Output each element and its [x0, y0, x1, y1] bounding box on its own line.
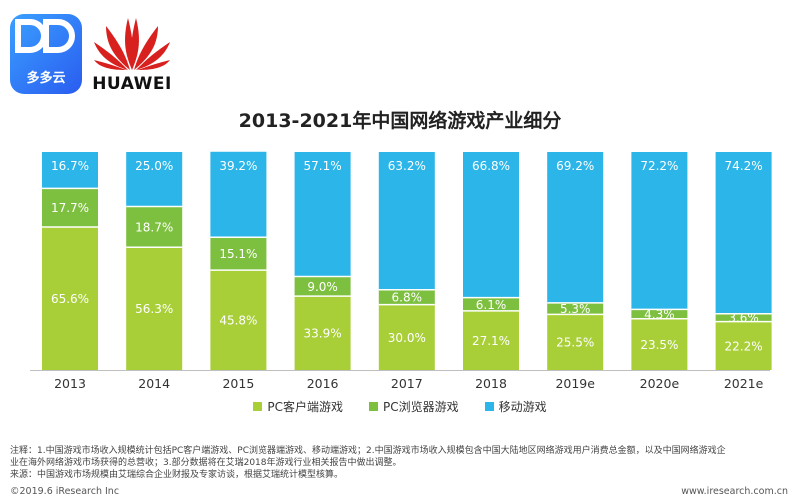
note-line-2: 业在海外网络游戏市场获得的总营收；3.部分数据将在艾瑞2018年游戏行业相关报告… [10, 458, 402, 468]
stacked-bar-chart: 65.6% 17.7% 16.7% 2013 56.3% 18.7% 25.0% 2014 45… [30, 151, 772, 391]
x-tick-label-2021e: 2021e [724, 376, 764, 391]
x-tick-label-2014: 2014 [138, 376, 170, 391]
bar-pc_client-2015 [210, 270, 267, 370]
website-url: www.iresearch.com.cn [681, 486, 788, 497]
bar-pc_browser-2020e [631, 309, 688, 319]
note-source: 来源：中国游戏市场规模由艾瑞综合企业财报及专家访谈，根据艾瑞统计模型核算。 [10, 470, 344, 480]
legend-item-pc-client: PC客户端游戏 [253, 397, 343, 415]
data-label-mobile-2021e: 74.2% [725, 159, 763, 173]
bar-mobile-2019e [547, 152, 604, 303]
legend-swatch-mobile [484, 401, 494, 411]
x-tick-label-2020e: 2020e [640, 376, 680, 391]
data-label-pc_browser-2015: 15.1% [219, 247, 257, 261]
bar-mobile-2021e [715, 152, 772, 314]
legend-item-pc-browser: PC浏览器游戏 [368, 397, 459, 415]
data-label-pc_client-2016: 33.9% [304, 327, 342, 341]
data-label-pc_client-2019e: 25.5% [556, 336, 594, 350]
bar-pc_browser-2017 [378, 289, 435, 305]
data-label-pc_browser-2017: 6.8% [392, 291, 423, 305]
data-label-pc_browser-2013: 17.7% [51, 201, 89, 215]
legend-swatch-pc-browser [368, 401, 378, 411]
duoduoyun-logo: 多多云 [10, 14, 82, 94]
data-label-mobile-2019e: 69.2% [556, 159, 594, 173]
x-tick-label-2019e: 2019e [555, 376, 595, 391]
bar-pc_client-2018 [463, 310, 519, 370]
bar-pc_browser-2021e [715, 313, 772, 322]
data-label-mobile-2017: 63.2% [388, 159, 426, 173]
bar-pc_browser-2014 [126, 206, 183, 248]
data-label-mobile-2013: 16.7% [51, 159, 89, 173]
legend-item-mobile: 移动游戏 [484, 397, 547, 415]
huawei-logo: HUAWEI [92, 12, 172, 96]
chart-title: 2013-2021年中国网络游戏产业细分 [238, 110, 562, 132]
huawei-label: HUAWEI [92, 74, 172, 94]
chart-legend: PC客户端游戏 PC浏览器游戏 移动游戏 [0, 397, 800, 415]
legend-label-pc-client: PC客户端游戏 [267, 399, 343, 414]
bar-pc_browser-2013 [42, 188, 98, 227]
note-line-1: 注释：1.中国游戏市场收入规模统计包括PC客户端游戏、PC浏览器端游戏、移动端游… [10, 446, 726, 456]
data-label-pc_browser-2014: 18.7% [135, 220, 173, 234]
bar-pc_browser-2016 [294, 276, 351, 297]
bar-mobile-2014 [126, 152, 183, 207]
data-label-mobile-2016: 57.1% [304, 159, 342, 173]
bar-mobile-2017 [378, 152, 435, 290]
data-label-mobile-2018: 66.8% [472, 159, 510, 173]
data-label-pc_browser-2016: 9.0% [307, 280, 338, 294]
data-label-pc_browser-2019e: 5.3% [560, 302, 591, 316]
bar-pc_client-2017 [378, 304, 435, 370]
legend-label-mobile: 移动游戏 [498, 399, 547, 414]
x-tick-label-2017: 2017 [391, 376, 423, 391]
bar-pc_browser-2019e [547, 302, 604, 315]
x-tick-label-2018: 2018 [475, 376, 507, 391]
bar-pc_client-2016 [294, 296, 351, 370]
data-label-pc_browser-2018: 6.1% [476, 298, 507, 312]
bar-mobile-2020e [631, 152, 688, 310]
data-label-pc_client-2021e: 22.2% [725, 339, 763, 353]
bar-pc_client-2014 [126, 247, 183, 370]
data-label-mobile-2015: 39.2% [219, 159, 257, 173]
data-label-mobile-2014: 25.0% [135, 159, 173, 173]
x-tick-label-2015: 2015 [222, 376, 254, 391]
chart-notes: 注释：1.中国游戏市场收入规模统计包括PC客户端游戏、PC浏览器端游戏、移动端游… [10, 445, 792, 481]
legend-swatch-pc-client [253, 401, 263, 411]
bar-pc_client-2020e [631, 318, 688, 370]
bar-pc_client-2019e [547, 314, 604, 370]
bar-pc_browser-2018 [463, 297, 519, 311]
data-label-pc_client-2013: 65.6% [51, 292, 89, 306]
data-label-pc_client-2015: 45.8% [219, 314, 257, 328]
bar-pc_client-2013 [42, 226, 98, 370]
data-label-pc_client-2014: 56.3% [135, 302, 173, 316]
bar-mobile-2013 [42, 152, 98, 189]
bar-mobile-2016 [294, 152, 351, 277]
bar-mobile-2015 [210, 151, 267, 238]
copyright: ©2019.6 iResearch Inc [10, 486, 120, 497]
bar-pc_client-2021e [715, 321, 772, 370]
data-label-pc_client-2018: 27.1% [472, 334, 510, 348]
x-tick-label-2016: 2016 [307, 376, 339, 391]
huawei-petal-icon [94, 18, 170, 70]
dd-logo-icon [15, 19, 75, 53]
bar-pc_browser-2015 [210, 237, 267, 271]
bar-mobile-2018 [463, 152, 519, 298]
data-label-pc_client-2020e: 23.5% [640, 338, 678, 352]
data-label-mobile-2020e: 72.2% [640, 159, 678, 173]
legend-label-pc-browser: PC浏览器游戏 [382, 399, 459, 414]
data-label-pc_client-2017: 30.0% [388, 331, 426, 345]
x-tick-label-2013: 2013 [54, 376, 86, 391]
duoduoyun-label: 多多云 [26, 71, 66, 86]
